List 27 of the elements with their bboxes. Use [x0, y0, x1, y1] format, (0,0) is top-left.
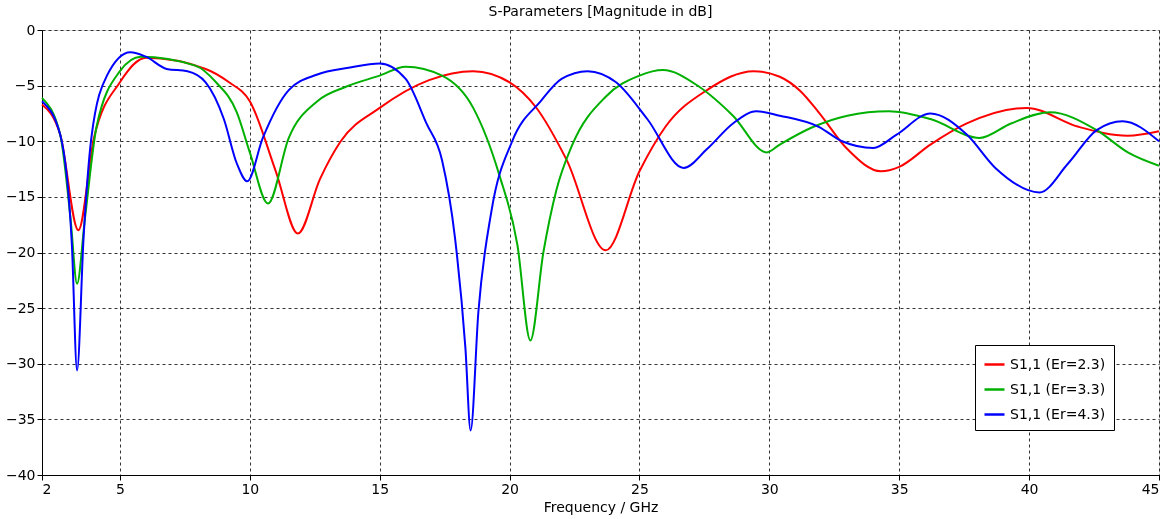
y-tick-label: −30	[5, 355, 36, 372]
x-tick-label: 2	[42, 480, 52, 497]
x-axis-title: Frequency / GHz	[543, 498, 659, 515]
legend-label: S1,1 (Er=3.3)	[1010, 380, 1106, 397]
y-tick-label: 0	[26, 21, 36, 38]
x-tick-label: 35	[890, 480, 909, 497]
line-series	[41, 56, 1160, 252]
chart-title: S-Parameters [Magnitude in dB]	[488, 3, 713, 19]
x-tick-label: 45	[1141, 480, 1160, 497]
y-tick-label: −25	[5, 299, 36, 316]
x-tick-label: 15	[371, 480, 390, 497]
legend-label: S1,1 (Er=4.3)	[1010, 405, 1106, 422]
x-tick-label: 5	[115, 480, 125, 497]
y-tick-label: −10	[5, 132, 36, 149]
x-tick-label: 10	[241, 480, 260, 497]
y-tick-label: −5	[14, 77, 36, 94]
y-tick-label: −15	[5, 188, 36, 205]
legend-label: S1,1 (Er=2.3)	[1010, 355, 1106, 372]
y-tick-label: −20	[5, 244, 36, 260]
x-tick-label: 25	[631, 480, 649, 497]
x-tick-label: 30	[760, 480, 779, 497]
line-series	[41, 55, 1160, 342]
line-series	[41, 51, 1160, 432]
x-tick-label: 40	[1020, 480, 1039, 497]
y-tick-label: −35	[5, 410, 36, 427]
x-tick-label: 20	[501, 480, 519, 497]
y-tick-label: −40	[5, 466, 36, 483]
